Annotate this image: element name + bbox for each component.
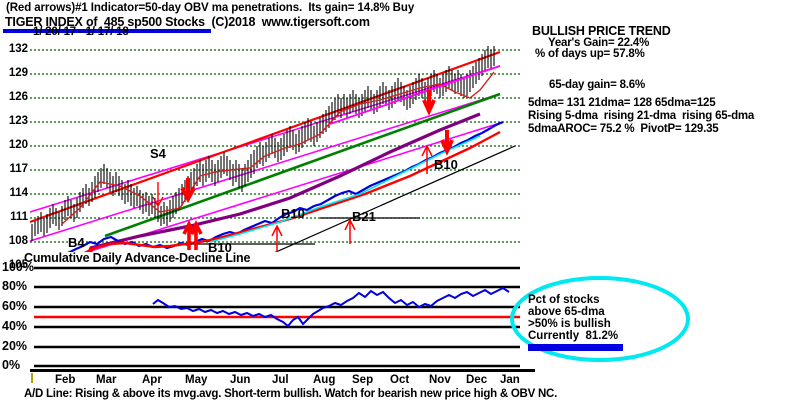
indicator-note: (Red arrows)#1 Indicator=50-day OBV ma p… — [6, 2, 415, 14]
x-axis-month-label: Jun — [230, 374, 251, 386]
callout-blue-bar — [528, 344, 623, 351]
pct-gridlines — [34, 266, 520, 368]
gridlines — [30, 49, 520, 243]
trend-title: BULLISH PRICE TREND — [532, 24, 671, 38]
pct-y-label: 60% — [2, 299, 28, 313]
x-axis-month-label: Nov — [429, 374, 451, 386]
moving-averages: 5dma= 131 21dma= 128 65dma=125 — [528, 97, 716, 109]
aroc-pivot: 5dmaAROC= 75.2 % PivotP= 129.35 — [528, 123, 719, 135]
ohlc-bars — [31, 46, 495, 241]
x-axis-rule — [30, 369, 535, 372]
date-range: 1/ 20/ 17 - 1/ 17/ 18 — [33, 26, 129, 38]
chart-annotation-b10: B10 — [434, 157, 458, 172]
red-ad-average — [83, 130, 501, 252]
callout-line-2: above 65-dma — [528, 306, 605, 318]
price-y-label: 129 — [8, 67, 28, 79]
chart-annotation-s4: S4 — [150, 146, 166, 161]
red-21dma-overlay — [61, 71, 495, 225]
price-y-label: 114 — [9, 187, 28, 199]
price-y-label: 105 — [8, 259, 28, 271]
x-axis-month-label: Jul — [272, 374, 289, 386]
cyan-ad-overlay — [209, 135, 481, 243]
callout-line-4: Currently 81.2% — [528, 330, 619, 342]
ad-trendlines — [190, 145, 516, 252]
callout-oval — [510, 276, 690, 362]
pct-y-label: 80% — [2, 279, 28, 293]
chart-annotation-b21: B21 — [352, 209, 376, 224]
pct-above-65dma-line — [152, 286, 510, 328]
x-axis-month-label: Aug — [313, 374, 336, 386]
price-y-label: 117 — [9, 163, 28, 175]
footer-note: A/D Line: Rising & above its mvg.avg. Sh… — [24, 388, 558, 400]
ma-direction: Rising 5-dma rising 21-dma rising 65-dma — [528, 110, 755, 122]
pct-y-label: 20% — [2, 339, 28, 353]
x-axis-month-label: Mar — [96, 374, 117, 386]
pct-above-65dma-chart — [34, 266, 520, 368]
x-axis-month-label: Feb — [55, 374, 76, 386]
price-y-label: 120 — [8, 139, 28, 151]
ad-line-title: Cumulative Daily Advance-Decline Line — [24, 251, 251, 265]
x-axis-month-label: Dec — [466, 374, 488, 386]
x-axis-start-tick — [31, 373, 33, 383]
price-y-label: 123 — [8, 115, 28, 127]
price-y-label: 132 — [8, 43, 28, 55]
magenta-short-line — [329, 65, 501, 125]
price-y-axis: 132 129 126 123 120 117 114 111 108 105 — [0, 36, 28, 271]
chart-annotation-b4: B4 — [68, 235, 85, 250]
x-axis-month-label: Sep — [352, 374, 374, 386]
title-underline — [3, 29, 211, 33]
purple-65dma-line — [89, 112, 481, 250]
price-y-label: 108 — [8, 235, 28, 247]
pct-y-label: 100% — [2, 260, 34, 274]
price-y-label: 126 — [8, 91, 28, 103]
years-gain: Year's Gain= 22.4% — [548, 37, 650, 49]
pct-y-label: 0% — [2, 358, 21, 372]
callout-line-3: >50% is bullish — [528, 318, 611, 330]
x-axis-month-label: Apr — [142, 374, 162, 386]
pct-y-label: 40% — [2, 319, 28, 333]
chart-annotation-b10: B10 — [281, 206, 305, 221]
price-y-label: 111 — [10, 211, 28, 223]
x-axis-month-label: Oct — [390, 374, 410, 386]
x-axis-month-label: Jan — [500, 374, 520, 386]
pct-days-up: % of days up= 57.8% — [535, 48, 645, 60]
price-chart — [29, 46, 520, 252]
page-title: TIGER INDEX of 485 sp500 Stocks (C)2018 … — [5, 15, 370, 29]
gain-65day: 65-day gain= 8.6% — [549, 79, 645, 91]
callout-line-1: Pct of stocks — [528, 294, 600, 306]
green-support-line — [104, 92, 501, 238]
x-axis-month-label: May — [185, 374, 208, 386]
red-arrows — [87, 90, 454, 252]
chart-annotation-b10: B10 — [208, 240, 232, 255]
